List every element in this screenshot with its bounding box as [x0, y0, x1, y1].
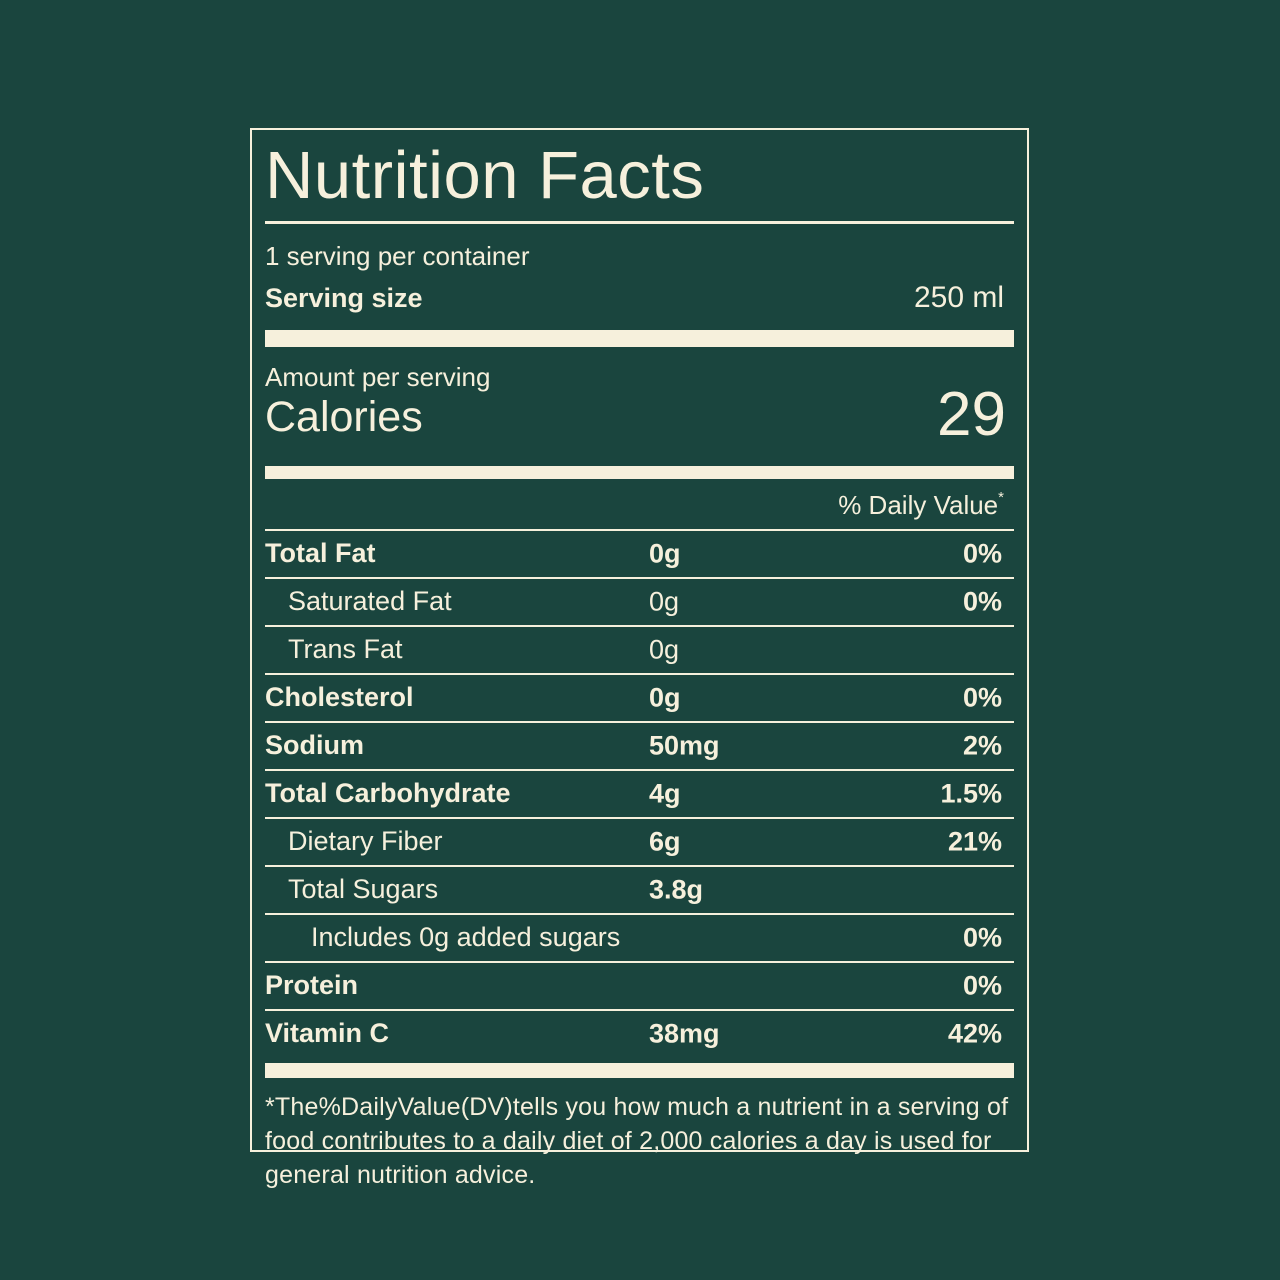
calories-label: Calories — [265, 393, 423, 442]
daily-value-footnote: *The%DailyValue(DV)tells you how much a … — [265, 1092, 1009, 1189]
nutrient-name: Trans Fat — [288, 634, 403, 665]
nutrient-name: Total Fat — [265, 538, 376, 569]
nutrient-name: Total Sugars — [288, 874, 439, 905]
nutrient-dv: 1.5% — [940, 778, 1002, 809]
nutrient-amount: 0g — [649, 682, 681, 713]
nutrient-dv: 0% — [962, 586, 1002, 617]
label-title: Nutrition Facts — [265, 138, 705, 213]
nutrient-row: Saturated Fat 0g 0% — [265, 579, 1014, 627]
nutrient-amount: 0g — [649, 538, 681, 569]
nutrient-dv: 2% — [962, 730, 1002, 761]
nutrient-rows: Total Fat 0g 0% Saturated Fat 0g 0% Tran… — [265, 531, 1014, 1057]
calories-value: 29 — [937, 380, 1006, 449]
nutrient-amount: 6g — [649, 826, 681, 857]
nutrient-row: Total Carbohydrate 4g 1.5% — [265, 771, 1014, 819]
nutrient-amount: 38mg — [649, 1018, 720, 1049]
serving-size-row: Serving size 250 ml — [265, 281, 1014, 315]
daily-value-header: % Daily Value* — [265, 490, 1014, 531]
nutrient-row: Total Fat 0g 0% — [265, 531, 1014, 579]
daily-value-asterisk: * — [998, 488, 1004, 506]
nutrient-dv: 0% — [962, 970, 1002, 1001]
nutrient-dv: 0% — [962, 682, 1002, 713]
serving-size-value: 250 ml — [913, 281, 1004, 314]
servings-per-container: 1 serving per container — [265, 241, 530, 271]
nutrient-name: Sodium — [265, 730, 364, 761]
nutrient-dv: 42% — [947, 1018, 1002, 1049]
amount-per-serving-label: Amount per serving — [265, 362, 491, 392]
nutrient-row: Dietary Fiber 6g 21% — [265, 819, 1014, 867]
nutrition-facts-label: Nutrition Facts 1 serving per container … — [250, 128, 1029, 1189]
calories-row: Calories 29 — [265, 380, 1014, 449]
thick-divider-bottom — [265, 1062, 1014, 1078]
nutrient-row: Includes 0g added sugars 0% — [265, 915, 1014, 963]
nutrient-name: Vitamin C — [265, 1018, 390, 1049]
nutrient-dv: 0% — [962, 538, 1002, 569]
nutrient-amount: 3.8g — [649, 874, 704, 905]
nutrient-amount: 50mg — [649, 730, 720, 761]
nutrient-name: Cholesterol — [265, 682, 414, 713]
thick-divider-top — [265, 330, 1014, 347]
nutrient-dv: 21% — [947, 826, 1002, 857]
nutrient-name: Includes 0g added sugars — [311, 922, 621, 953]
nutrient-name: Total Carbohydrate — [265, 778, 511, 809]
nutrient-name: Protein — [265, 970, 359, 1001]
nutrient-row: Vitamin C 38mg 42% — [265, 1011, 1014, 1057]
daily-value-header-text: % Daily Value — [838, 489, 999, 520]
nutrient-row: Total Sugars 3.8g — [265, 867, 1014, 915]
nutrient-name: Saturated Fat — [288, 586, 452, 617]
nutrient-row: Protein 0% — [265, 963, 1014, 1011]
nutrient-row: Cholesterol 0g 0% — [265, 675, 1014, 723]
title-divider — [265, 221, 1014, 224]
nutrient-amount: 4g — [649, 778, 681, 809]
nutrient-dv: 0% — [962, 922, 1002, 953]
nutrient-row: Sodium 50mg 2% — [265, 723, 1014, 771]
serving-size-label: Serving size — [265, 283, 423, 313]
thick-divider-middle — [265, 465, 1014, 479]
nutrient-amount: 0g — [649, 634, 680, 665]
nutrient-name: Dietary Fiber — [288, 826, 443, 857]
nutrient-row: Trans Fat 0g — [265, 627, 1014, 675]
nutrient-amount: 0g — [649, 586, 680, 617]
